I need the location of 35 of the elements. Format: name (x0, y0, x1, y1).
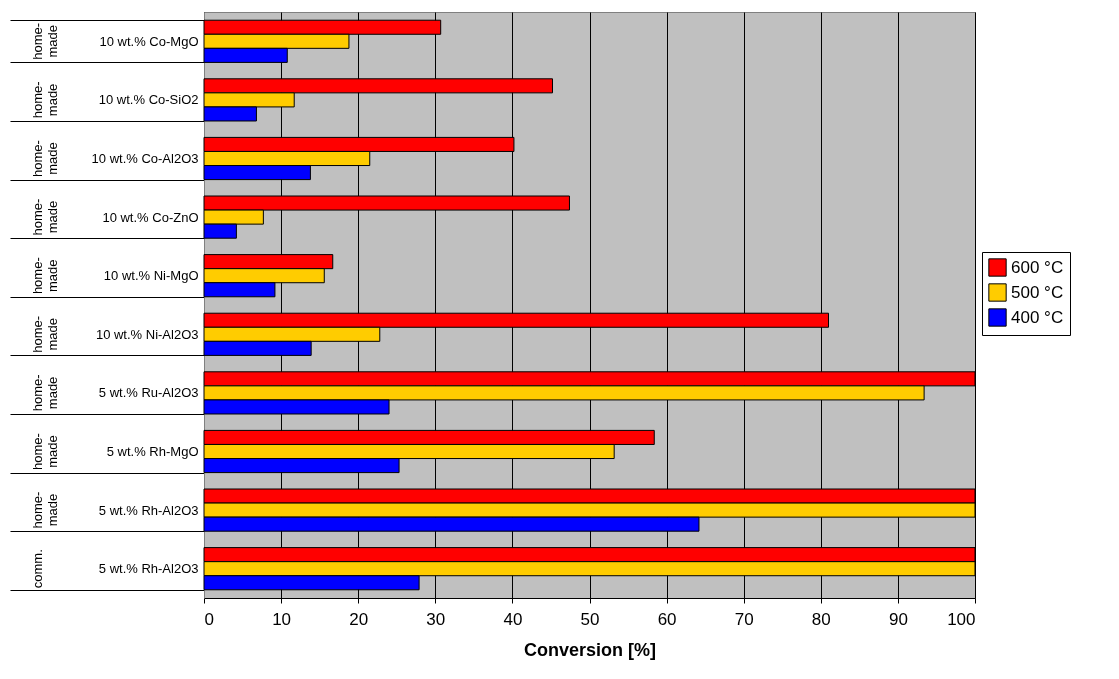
x-tick-label: 10 (272, 609, 292, 629)
legend-label: 500 °C (1011, 282, 1064, 302)
text: home-made (30, 22, 60, 60)
x-tick-label: 30 (426, 609, 446, 629)
text: home-made (30, 433, 60, 470)
x-tick-label: 50 (580, 609, 600, 629)
x-tick-label: 80 (811, 609, 831, 629)
y-tick-label: 10 wt.% Co-Al2O3 (91, 151, 199, 166)
x-tick-label: 60 (657, 609, 677, 629)
x-tick-label: 100 (947, 609, 976, 629)
y-tick-label: 5 wt.% Rh-Al2O3 (98, 561, 199, 577)
y-tick-label: 5 wt.% Rh-MgO (106, 444, 199, 459)
legend-label: 600 °C (1011, 257, 1064, 277)
x-tick-label: 0 (204, 609, 214, 629)
text: home-made (30, 81, 60, 119)
text: comm. (30, 549, 45, 589)
x-tick-label: 40 (503, 609, 523, 629)
y-tick-label: 10 wt.% Co-ZnO (102, 209, 199, 225)
y-tick-label: 5 wt.% Ru-Al2O3 (98, 385, 199, 401)
text: home-made (30, 374, 60, 412)
y-tick-label: 10 wt.% Co-MgO (99, 33, 199, 49)
text: home-made (30, 257, 60, 295)
x-tick-label: 90 (888, 609, 908, 629)
y-tick-label: 10 wt.% Co-SiO2 (98, 92, 199, 108)
legend-label: 400 °C (1011, 307, 1064, 327)
y-tick-label: 10 wt.% Ni-Al2O3 (95, 326, 199, 342)
y-tick-label: 5 wt.% Rh-Al2O3 (98, 502, 199, 518)
x-tick-label: 70 (734, 609, 754, 629)
x-tick-label: 20 (349, 609, 369, 629)
x-axis-title: Conversion [%] (523, 639, 657, 660)
text: home-made (30, 140, 60, 177)
text: home-made (30, 491, 60, 529)
text: home-made (30, 198, 60, 236)
text: home-made (30, 315, 60, 353)
y-tick-label: 10 wt.% Ni-MgO (103, 268, 199, 284)
